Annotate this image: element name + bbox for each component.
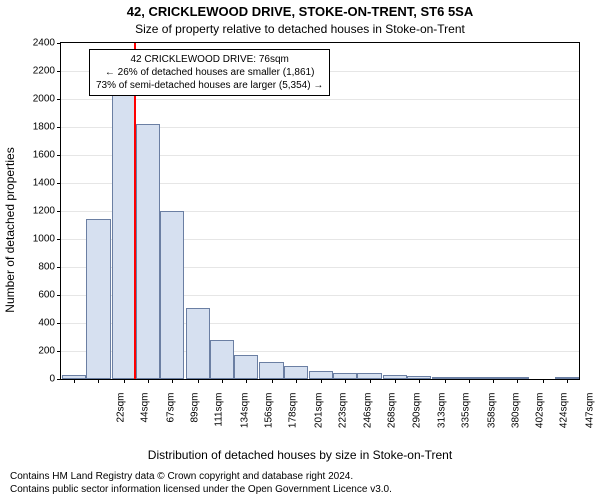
y-axis-label: Number of detached properties [3, 147, 17, 312]
x-tick-label: 223sqm [337, 393, 348, 443]
x-tick-label: 402sqm [535, 393, 546, 443]
x-tick-mark [419, 379, 420, 383]
x-tick-mark [74, 379, 75, 383]
x-tick-label: 313sqm [436, 393, 447, 443]
y-tick-label: 600 [38, 290, 55, 301]
annotation-box: 42 CRICKLEWOOD DRIVE: 76sqm ← 26% of det… [89, 49, 330, 96]
x-tick-mark [246, 379, 247, 383]
footer-line-1: Contains HM Land Registry data © Crown c… [10, 471, 392, 484]
y-tick-mark [57, 155, 61, 156]
histogram-plot: 0200400600800100012001400160018002000220… [60, 42, 580, 380]
x-tick-mark [222, 379, 223, 383]
y-tick-mark [57, 71, 61, 72]
histogram-bar [186, 308, 210, 379]
y-tick-label: 200 [38, 346, 55, 357]
x-tick-label: 424sqm [559, 393, 570, 443]
x-tick-mark [198, 379, 199, 383]
y-tick-label: 2200 [33, 66, 55, 77]
y-tick-mark [57, 239, 61, 240]
y-tick-label: 1600 [33, 150, 55, 161]
y-tick-label: 1800 [33, 122, 55, 133]
x-tick-mark [517, 379, 518, 383]
histogram-bar [86, 219, 110, 379]
annotation-line-1: 42 CRICKLEWOOD DRIVE: 76sqm [96, 53, 323, 66]
x-tick-label: 89sqm [190, 393, 201, 443]
y-tick-mark [57, 99, 61, 100]
gridline [61, 99, 579, 100]
x-tick-mark [321, 379, 322, 383]
x-tick-mark [148, 379, 149, 383]
y-tick-mark [57, 379, 61, 380]
histogram-bar [309, 371, 333, 379]
x-tick-mark [172, 379, 173, 383]
x-tick-mark [469, 379, 470, 383]
y-tick-mark [57, 211, 61, 212]
histogram-bar [210, 340, 234, 379]
x-tick-label: 358sqm [486, 393, 497, 443]
y-tick-mark [57, 295, 61, 296]
x-tick-label: 335sqm [461, 393, 472, 443]
x-tick-label: 134sqm [239, 393, 250, 443]
y-tick-label: 0 [49, 374, 55, 385]
x-tick-label: 44sqm [140, 393, 151, 443]
x-tick-mark [296, 379, 297, 383]
x-tick-mark [543, 379, 544, 383]
x-tick-label: 178sqm [288, 393, 299, 443]
x-tick-label: 67sqm [165, 393, 176, 443]
footer-line-2: Contains public sector information licen… [10, 484, 392, 497]
footer-attribution: Contains HM Land Registry data © Crown c… [10, 471, 392, 496]
x-tick-mark [567, 379, 568, 383]
histogram-bar [136, 124, 160, 379]
y-tick-mark [57, 183, 61, 184]
histogram-bar [112, 92, 136, 379]
y-tick-mark [57, 351, 61, 352]
x-tick-mark [370, 379, 371, 383]
annotation-line-2: ← 26% of detached houses are smaller (1,… [96, 66, 323, 79]
x-tick-label: 246sqm [363, 393, 374, 443]
x-tick-mark [272, 379, 273, 383]
y-tick-mark [57, 127, 61, 128]
y-tick-label: 400 [38, 318, 55, 329]
x-tick-label: 156sqm [263, 393, 274, 443]
y-tick-label: 1400 [33, 178, 55, 189]
x-tick-mark [493, 379, 494, 383]
y-tick-mark [57, 43, 61, 44]
x-tick-label: 290sqm [411, 393, 422, 443]
chart-title: 42, CRICKLEWOOD DRIVE, STOKE-ON-TRENT, S… [0, 4, 600, 19]
y-tick-label: 1000 [33, 234, 55, 245]
x-tick-mark [345, 379, 346, 383]
x-axis-label: Distribution of detached houses by size … [0, 448, 600, 462]
x-tick-mark [124, 379, 125, 383]
y-tick-mark [57, 267, 61, 268]
histogram-bar [234, 355, 258, 379]
x-tick-mark [395, 379, 396, 383]
x-tick-label: 447sqm [584, 393, 595, 443]
chart-subtitle: Size of property relative to detached ho… [0, 22, 600, 36]
x-tick-mark [98, 379, 99, 383]
histogram-bar [160, 211, 184, 379]
histogram-bar [259, 362, 283, 379]
x-tick-label: 268sqm [387, 393, 398, 443]
x-tick-label: 201sqm [313, 393, 324, 443]
y-tick-label: 2000 [33, 94, 55, 105]
annotation-line-3: 73% of semi-detached houses are larger (… [96, 79, 323, 92]
y-tick-label: 2400 [33, 38, 55, 49]
histogram-bar [284, 366, 308, 379]
y-tick-label: 800 [38, 262, 55, 273]
y-tick-label: 1200 [33, 206, 55, 217]
x-tick-label: 380sqm [510, 393, 521, 443]
y-tick-mark [57, 323, 61, 324]
x-tick-mark [445, 379, 446, 383]
x-tick-label: 111sqm [214, 393, 225, 443]
x-tick-label: 22sqm [116, 393, 127, 443]
